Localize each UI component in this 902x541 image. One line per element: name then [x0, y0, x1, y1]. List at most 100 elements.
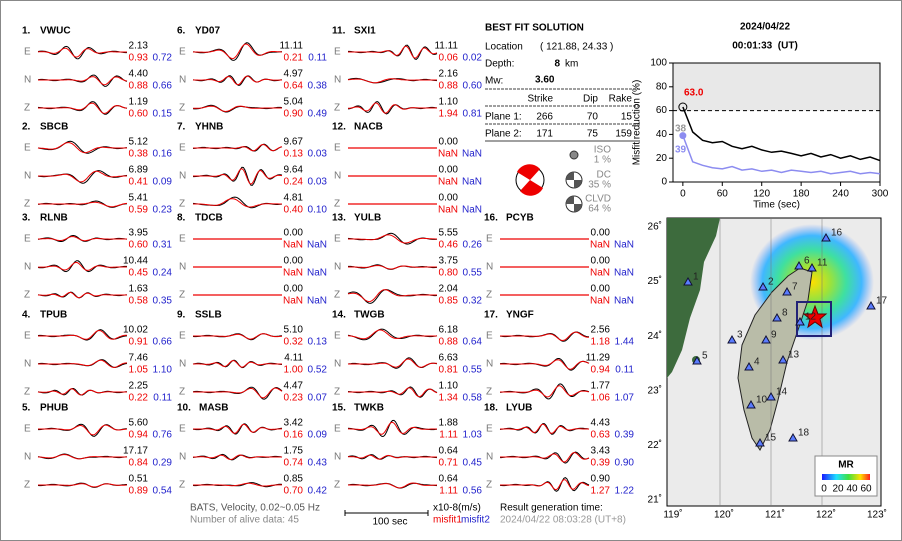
beachball-quadrant	[517, 164, 540, 180]
misfit1: 1.27	[591, 486, 611, 497]
waveform-synthetic	[193, 143, 283, 152]
station-label: 1	[693, 272, 699, 283]
lon-label: 121˚	[765, 509, 785, 521]
misfit2: 0.11	[308, 53, 327, 64]
waveform-synthetic	[347, 289, 437, 303]
annotation: 38	[675, 124, 687, 135]
component-label: Z	[179, 387, 185, 398]
misfit2: 0.11	[153, 393, 172, 404]
component-label: N	[24, 171, 31, 182]
station-name: VWUC	[40, 26, 71, 37]
waveform-synthetic	[38, 291, 127, 299]
misfit2: 0.55	[463, 268, 483, 279]
misfit1: 0.94	[591, 365, 611, 376]
waveform-synthetic	[193, 482, 282, 487]
lon-label: 122˚	[816, 509, 836, 521]
misfit2: NaN	[307, 296, 327, 307]
component-label: N	[334, 359, 341, 370]
component-name: DC	[597, 170, 611, 181]
waveform-observed	[37, 74, 128, 87]
misfit2: NaN	[462, 177, 482, 188]
plane-value: 171	[536, 129, 553, 140]
station-marker	[794, 260, 804, 270]
station-number: 9.	[177, 310, 186, 321]
misfit1: 0.60	[129, 109, 149, 120]
waveform-synthetic	[38, 359, 128, 369]
colorbar-title: MR	[838, 460, 854, 471]
amplitude: 2.16	[439, 69, 459, 80]
amplitude: 11.11	[279, 41, 303, 52]
amplitude: 10.02	[123, 325, 148, 336]
component-label: N	[24, 359, 31, 370]
station-label: 13	[788, 350, 800, 361]
component-label: N	[179, 171, 186, 182]
plane-value: 75	[587, 129, 599, 140]
misfit1: 0.13	[284, 149, 304, 160]
lon-label: 120˚	[714, 509, 734, 521]
misfit1: 0.38	[129, 149, 149, 160]
station-name: YULB	[354, 213, 381, 224]
colorbar-tick: 40	[846, 484, 858, 495]
component-label: N	[179, 262, 186, 273]
misfit1: 0.91	[129, 337, 149, 348]
waveform-synthetic	[38, 76, 128, 86]
component-label: N	[24, 452, 31, 463]
waveform-observed	[192, 386, 283, 400]
table-header: Rake	[609, 94, 633, 105]
misfit1: 1.11	[439, 486, 458, 497]
misfit2: 0.72	[153, 53, 173, 64]
component-label: E	[179, 143, 186, 154]
station-name: YNGF	[506, 310, 534, 321]
station-number: 1.	[22, 26, 31, 37]
waveform-synthetic	[348, 264, 437, 270]
waveform-synthetic	[348, 102, 437, 114]
date: 2024/04/22	[740, 22, 790, 33]
station-number: 8.	[177, 213, 186, 224]
misfit2: 0.07	[308, 393, 328, 404]
station-marker	[766, 391, 776, 401]
y-axis-label: Misfit reduction (%)	[632, 80, 643, 166]
lat-label: 21˚	[648, 494, 662, 506]
plane-label: Plane 2:	[485, 129, 522, 140]
taiwan	[737, 267, 813, 451]
amplitude: 3.75	[439, 256, 459, 267]
misfit2: 0.39	[615, 430, 635, 441]
x-tick-label: 120	[753, 189, 770, 200]
misfit2: 0.26	[463, 240, 483, 251]
station-number: 15.	[332, 403, 346, 414]
component-percent: 1 %	[594, 155, 611, 166]
station-number: 16.	[484, 213, 498, 224]
station-marker	[692, 355, 702, 365]
waveform-synthetic	[193, 423, 282, 434]
misfit2: 0.23	[153, 205, 173, 216]
misfit1: 0.24	[284, 177, 304, 188]
misfit2: NaN	[462, 205, 482, 216]
station-name: TWGB	[354, 310, 385, 321]
annotation: 63.0	[684, 88, 704, 99]
amplitude: 1.19	[129, 97, 149, 108]
waveform-synthetic	[347, 329, 437, 340]
misfit1: 0.16	[284, 430, 304, 441]
station-label: 16	[831, 228, 843, 239]
station-label: 17	[876, 296, 888, 307]
waveform-synthetic	[38, 329, 127, 340]
waveform-synthetic	[37, 388, 127, 396]
waveform-synthetic	[193, 454, 282, 461]
misfit1: 0.59	[129, 205, 149, 216]
component-label: E	[334, 143, 341, 154]
amplitude: 6.89	[129, 165, 149, 176]
misfit1: 0.41	[129, 177, 149, 188]
station-marker	[727, 334, 737, 344]
waveform-synthetic	[38, 454, 127, 460]
waveform-synthetic	[193, 168, 283, 185]
alive-info: Number of alive data: 45	[190, 515, 299, 526]
misfit1: NaN	[590, 296, 610, 307]
x-tick-label: 300	[872, 189, 889, 200]
misfit2: 0.76	[153, 430, 173, 441]
start-marker	[679, 132, 687, 140]
amplitude: 1.10	[439, 381, 459, 392]
station-marker	[755, 437, 765, 447]
start-marker	[678, 102, 688, 112]
misfit1: 0.39	[591, 458, 611, 469]
amplitude: 9.64	[284, 165, 304, 176]
